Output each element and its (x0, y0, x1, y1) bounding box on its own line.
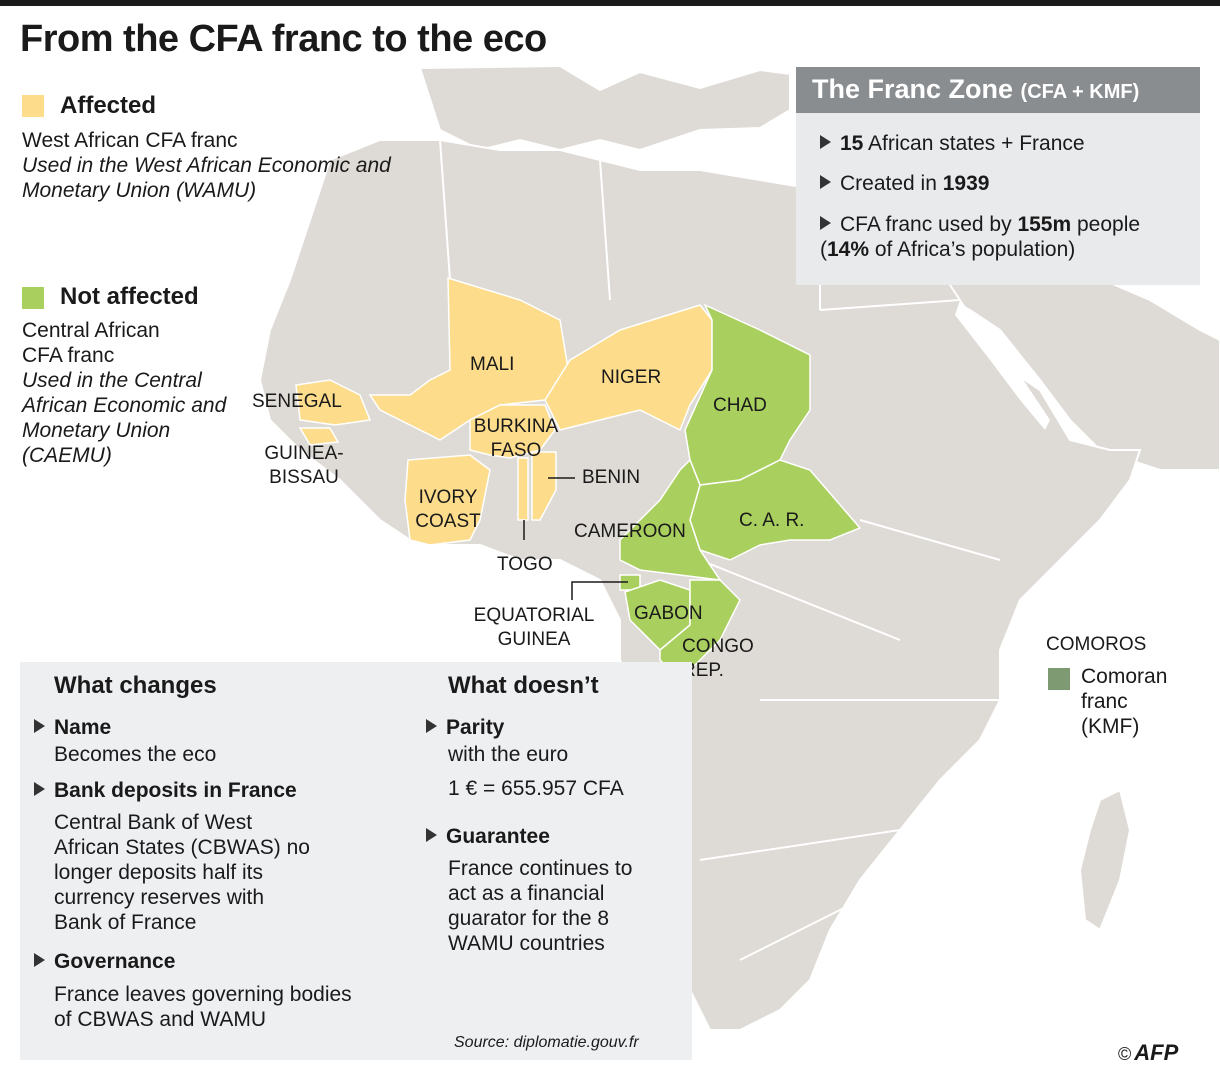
source-note: Source: diplomatie.gouv.fr (454, 1034, 639, 1051)
bullet-triangle-icon (426, 828, 437, 842)
label-congo: CONGO REP. (682, 636, 754, 681)
fz-states-text: African states + France (863, 132, 1085, 155)
label-niger: NIGER (601, 367, 662, 388)
madagascar-land (1078, 788, 1132, 932)
afp-credit: © AFP (1118, 1040, 1178, 1066)
not-affected-label: Not affected (60, 283, 199, 310)
affected-swatch (22, 95, 44, 117)
wamu-countries (295, 276, 713, 546)
change-governance-title-text: Governance (54, 950, 176, 973)
affected-desc: Used in the West African Economic and Mo… (22, 153, 392, 203)
fz-states-count: 15 (840, 132, 864, 155)
fz-item-created: Created in 1939 (820, 171, 989, 196)
label-car: C. A. R. (739, 510, 805, 531)
label-eq-guinea: EQUATORIAL GUINEA (473, 605, 595, 650)
ivory-coast-shape (404, 454, 491, 546)
afp-logo: AFP (1134, 1040, 1179, 1065)
parity-title: Parity (426, 716, 504, 740)
fz-item-states: 15 African states + France (820, 131, 1085, 156)
parity-rate: 1 € = 655.957 CFA (448, 777, 624, 800)
burkina-shape (469, 404, 556, 459)
senegal-shape (295, 379, 372, 426)
change-name-text: Becomes the eco (54, 743, 217, 766)
bullet-triangle-icon (34, 719, 45, 733)
fz-users-pre: CFA franc used by (840, 213, 1018, 236)
bullet-triangle-icon (34, 782, 45, 796)
benin-shape (531, 451, 557, 521)
franc-zone-title-text: The Franc Zone (812, 74, 1014, 104)
fz-users-count: 155m (1017, 213, 1072, 236)
changes-panel: What changes What doesn’t Name Becomes t… (20, 662, 692, 1060)
label-comoros: COMOROS (1046, 634, 1147, 655)
label-guinea-bissau: GUINEA-BISSAU (264, 443, 344, 488)
eq-guinea-leader (571, 581, 628, 600)
no-changes-heading: What doesn’t (448, 672, 599, 699)
change-deposits-title-text: Bank deposits in France (54, 779, 297, 802)
fz-users-pct: 14% (827, 238, 870, 261)
label-burkina: BURKINA FASO (473, 416, 559, 461)
caemu-countries (619, 303, 862, 682)
bullet-triangle-icon (426, 719, 437, 733)
comoros-marker (1048, 668, 1070, 690)
fz-created-pre: Created in (840, 172, 943, 195)
cameroon-shape (619, 458, 722, 581)
not-affected-desc: Used in the Central African Economic and… (22, 368, 232, 468)
europe-land (418, 64, 791, 152)
change-governance-title: Governance (34, 950, 175, 974)
togo-shape (517, 457, 529, 521)
label-ivory-coast: IVORY COAST (415, 487, 481, 532)
change-name-title: Name (34, 716, 111, 740)
bullet-triangle-icon (34, 953, 45, 967)
page-title: From the CFA franc to the eco (20, 18, 547, 60)
affected-desc-text: Used in the West African Economic and Mo… (22, 154, 391, 202)
fz-created-year: 1939 (942, 172, 990, 195)
label-comoran-franc: Comoran franc (KMF) (1081, 665, 1168, 738)
fz-users-pct-text: of Africa’s population (869, 238, 1069, 261)
guarantee-text: France continues to act as a financial g… (448, 857, 633, 955)
label-cameroon: CAMEROON (574, 521, 686, 542)
affected-currency: West African CFA franc (22, 129, 238, 152)
label-togo: TOGO (497, 554, 553, 575)
franc-zone-header: The Franc Zone (CFA + KMF) (796, 67, 1200, 113)
changes-heading: What changes (54, 672, 217, 699)
not-affected-desc-text: Used in the Central African Economic and… (22, 369, 227, 467)
guarantee-title: Guarantee (426, 825, 550, 849)
change-deposits-text: Central Bank of West African States (CBW… (54, 811, 310, 934)
bullet-triangle-icon (820, 216, 831, 230)
parity-text: with the euro (448, 743, 569, 766)
mali-shape (368, 276, 571, 441)
guinea-bissau-shape (298, 427, 340, 446)
top-rule (0, 0, 1220, 6)
not-affected-swatch (22, 287, 44, 309)
franc-zone-title: The Franc Zone (CFA + KMF) (812, 74, 1139, 105)
niger-shape (544, 304, 713, 432)
change-name-title-text: Name (54, 716, 112, 739)
not-affected-currency: Central African CFA franc (22, 319, 160, 367)
affected-label: Affected (60, 92, 157, 119)
change-governance-text: France leaves governing bodies of CBWAS … (54, 983, 352, 1031)
franc-zone-panel: The Franc Zone (CFA + KMF) 15 African st… (796, 67, 1200, 285)
copyright-symbol: © (1118, 1044, 1132, 1064)
red-sea (955, 300, 1050, 430)
change-deposits-title: Bank deposits in France (34, 779, 297, 803)
bullet-triangle-icon (820, 135, 831, 149)
franc-zone-subtitle: (CFA + KMF) (1020, 81, 1140, 103)
fz-item-users: CFA franc used by 155m people (14% of Afr… (820, 213, 1141, 261)
label-chad: CHAD (713, 395, 767, 416)
label-benin: BENIN (582, 467, 641, 488)
label-gabon: GABON (634, 603, 703, 624)
label-senegal: SENEGAL (252, 391, 342, 412)
africa-map (258, 64, 1220, 1031)
label-mali: MALI (470, 354, 515, 375)
bullet-triangle-icon (820, 175, 831, 189)
guarantee-title-text: Guarantee (446, 825, 550, 848)
fz-users-text: people (1071, 213, 1141, 236)
parity-title-text: Parity (446, 716, 505, 739)
